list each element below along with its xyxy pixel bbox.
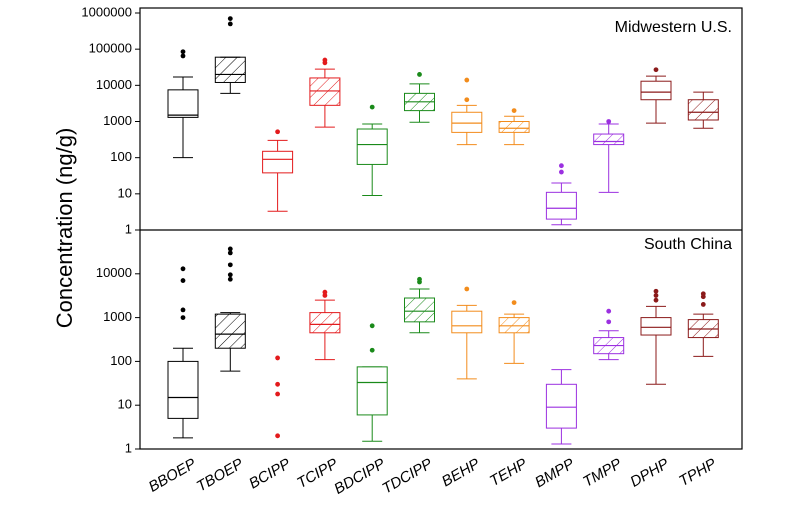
y-tick-label: 10000 — [96, 265, 132, 280]
x-tick-label: TDCIPP — [379, 455, 435, 497]
box — [356, 366, 388, 416]
x-tick-label: BMPP — [532, 455, 577, 491]
box — [593, 133, 625, 146]
box — [498, 121, 530, 133]
outlier — [180, 315, 186, 320]
outlier — [417, 72, 422, 77]
y-tick-label: 10 — [118, 397, 132, 412]
outlier — [606, 119, 612, 124]
outlier — [511, 300, 517, 306]
y-tick-label: 100 — [110, 353, 132, 368]
outlier — [275, 355, 280, 361]
box — [545, 191, 577, 220]
outlier — [653, 297, 659, 303]
outlier — [227, 276, 233, 282]
box — [167, 360, 199, 419]
outlier — [511, 108, 517, 114]
outlier — [227, 262, 233, 268]
outlier — [700, 291, 706, 297]
outlier — [464, 77, 470, 83]
outlier — [322, 57, 328, 63]
y-axis-label: Concentration (ng/g) — [52, 128, 77, 329]
panel-label: South China — [644, 236, 732, 253]
box — [356, 128, 388, 165]
outlier — [417, 276, 422, 282]
y-tick-label: 1 — [125, 440, 132, 455]
box — [167, 89, 199, 118]
outlier — [180, 307, 186, 313]
x-tick-label: TEHP — [487, 455, 530, 490]
box — [262, 150, 294, 174]
box — [451, 310, 483, 334]
y-tick-label: 1 — [125, 221, 132, 236]
y-tick-label: 10 — [118, 185, 132, 200]
x-tick-label: DPHP — [627, 455, 672, 491]
outlier — [227, 250, 233, 256]
outlier — [369, 104, 375, 110]
outlier — [227, 16, 233, 22]
box — [640, 317, 672, 336]
outlier — [369, 347, 375, 353]
outlier — [275, 129, 280, 135]
x-tick-label: BBOEP — [146, 455, 199, 496]
box — [309, 312, 341, 334]
outlier — [180, 266, 186, 272]
box — [640, 80, 672, 101]
x-tick-label: BCIPP — [246, 455, 293, 492]
x-tick-label: TPHP — [676, 455, 719, 490]
outlier — [464, 97, 470, 103]
y-tick-label: 10000 — [96, 77, 132, 92]
box — [451, 111, 483, 133]
y-tick-label: 100000 — [89, 41, 132, 56]
box — [687, 99, 719, 121]
outlier — [606, 308, 612, 314]
x-tick-label: TMPP — [580, 455, 625, 491]
box — [214, 56, 246, 83]
y-tick-label: 1000 — [103, 309, 132, 324]
outlier — [227, 272, 233, 278]
outlier — [322, 289, 328, 295]
outlier — [606, 319, 612, 325]
outlier — [227, 21, 233, 27]
box — [214, 313, 246, 349]
outlier — [559, 163, 564, 169]
outlier — [653, 288, 659, 294]
outlier — [180, 278, 186, 283]
plot-frame — [139, 7, 743, 450]
box — [404, 297, 435, 323]
outlier — [275, 433, 280, 439]
y-tick-label: 100 — [110, 149, 132, 164]
box — [545, 383, 577, 429]
outlier — [559, 169, 564, 175]
outlier — [464, 286, 470, 292]
x-tick-label: BDCIPP — [331, 455, 388, 498]
outlier — [180, 53, 186, 59]
x-tick-label: BEHP — [439, 455, 483, 490]
outlier — [653, 293, 659, 298]
outlier — [700, 302, 706, 307]
outlier — [275, 391, 280, 397]
outlier — [180, 49, 186, 55]
y-tick-label: 1000 — [103, 113, 132, 128]
outlier — [369, 323, 375, 329]
x-tick-label: TBOEP — [194, 455, 247, 495]
y-tick-label: 1000000 — [81, 4, 132, 19]
panel-label: Midwestern U.S. — [615, 19, 732, 36]
outlier — [653, 67, 659, 73]
outlier — [227, 246, 233, 252]
outlier — [275, 381, 280, 387]
box — [309, 77, 341, 106]
